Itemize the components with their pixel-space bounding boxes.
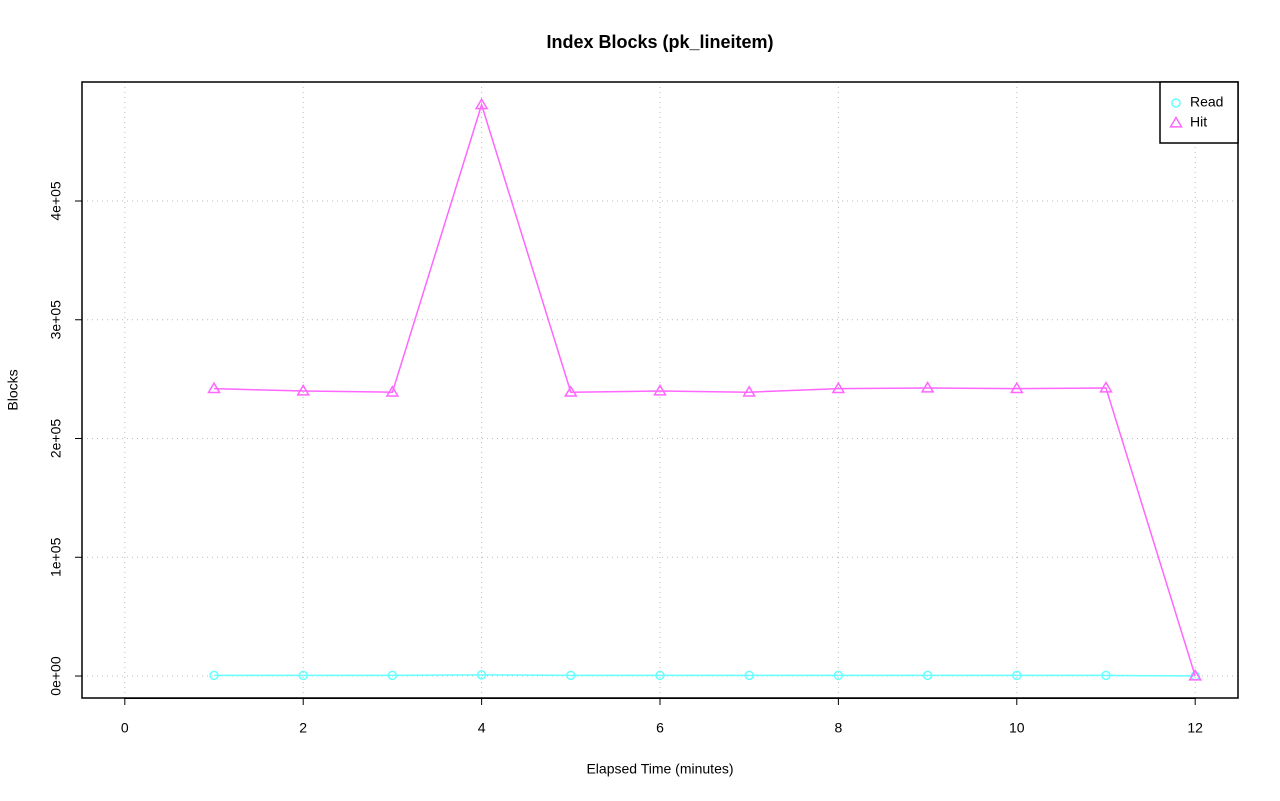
x-tick-label: 8	[834, 720, 842, 736]
legend-marker	[1171, 98, 1181, 108]
marker	[655, 670, 665, 681]
marker	[296, 384, 311, 396]
marker	[1101, 670, 1111, 681]
marker	[831, 381, 846, 394]
y-tick-label: 1e+05	[48, 537, 64, 577]
x-tick-label: 12	[1187, 720, 1203, 736]
legend-marker	[1169, 116, 1183, 128]
marker	[920, 381, 935, 393]
chart-title: Index Blocks (pk_lineitem)	[546, 32, 773, 52]
plot-frame	[81, 81, 1239, 699]
marker	[476, 670, 487, 680]
marker	[1012, 670, 1022, 681]
marker	[1188, 669, 1202, 681]
y-tick-label: 4e+05	[48, 181, 64, 221]
marker	[474, 97, 489, 110]
x-axis-label: Elapsed Time (minutes)	[586, 761, 733, 777]
marker	[387, 670, 398, 681]
x-tick-label: 4	[478, 720, 486, 736]
y-tick-label: 0e+00	[48, 656, 64, 696]
marker	[207, 381, 221, 394]
legend-label: Hit	[1190, 114, 1207, 130]
marker	[1009, 381, 1024, 394]
y-tick-label: 2e+05	[48, 419, 64, 459]
legend-label: Read	[1190, 94, 1223, 110]
x-tick-label: 6	[656, 720, 664, 736]
marker	[298, 670, 308, 681]
marker	[922, 670, 933, 681]
marker	[563, 385, 578, 397]
x-tick-label: 2	[299, 720, 307, 736]
marker	[209, 670, 219, 681]
y-tick-label: 3e+05	[48, 300, 64, 340]
series-line	[214, 674, 1196, 677]
marker	[566, 670, 576, 681]
x-tick-label: 10	[1009, 720, 1025, 736]
marker	[833, 670, 844, 681]
y-axis-label: Blocks	[5, 369, 21, 410]
legend-box	[1159, 81, 1239, 144]
marker	[385, 385, 400, 397]
series-line	[213, 102, 1196, 677]
marker	[1099, 381, 1113, 393]
marker	[653, 384, 667, 396]
marker	[742, 385, 757, 397]
marker	[744, 670, 754, 681]
x-tick-label: 0	[121, 720, 129, 736]
